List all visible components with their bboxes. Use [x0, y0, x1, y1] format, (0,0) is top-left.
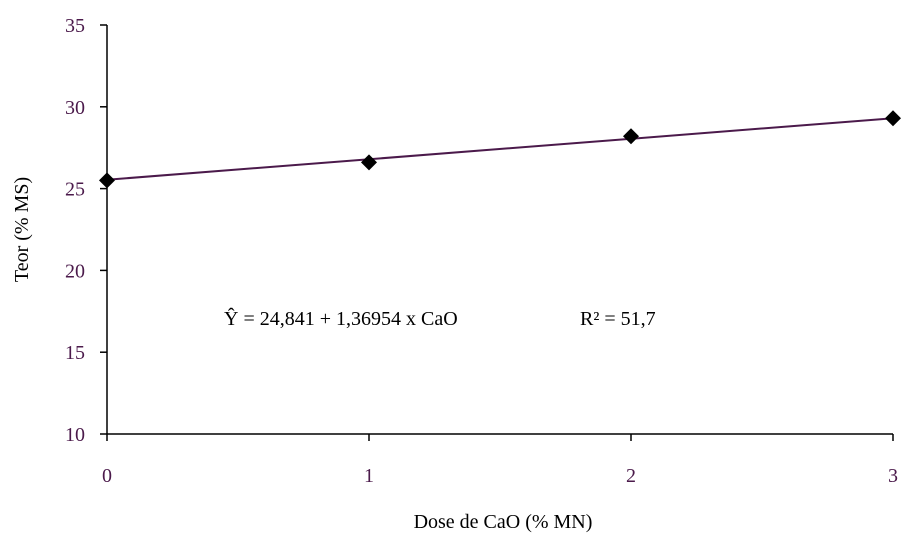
data-point: [361, 154, 377, 171]
x-tick-label: 2: [626, 465, 636, 487]
y-tick-label: 30: [65, 97, 85, 119]
x-tick-label: 0: [102, 465, 112, 487]
r-squared-label: R² = 51,7: [580, 308, 656, 330]
trendline-group: [106, 117, 894, 181]
x-ticks: 0 1 2 3: [102, 434, 898, 487]
regression-equation: Ŷ = 24,841 + 1,36954 x CaO: [224, 307, 458, 330]
y-tick-label: 35: [65, 15, 85, 37]
y-tick-label: 20: [65, 260, 85, 282]
data-point: [99, 172, 115, 189]
x-tick-label: 3: [888, 465, 898, 487]
axes: [106, 25, 893, 435]
y-tick-label: 10: [65, 424, 85, 446]
y-tick-label: 15: [65, 342, 85, 364]
x-tick-label: 1: [364, 465, 374, 487]
trendline: [106, 117, 894, 181]
data-points: [99, 110, 901, 189]
data-point: [623, 128, 639, 145]
y-ticks: 10 15 20 25 30 35: [65, 15, 107, 446]
y-tick-label: 25: [65, 179, 85, 201]
x-axis-title: Dose de CaO (% MN): [414, 511, 593, 533]
data-point: [885, 110, 901, 127]
y-axis-title: Teor (% MS): [11, 177, 33, 282]
